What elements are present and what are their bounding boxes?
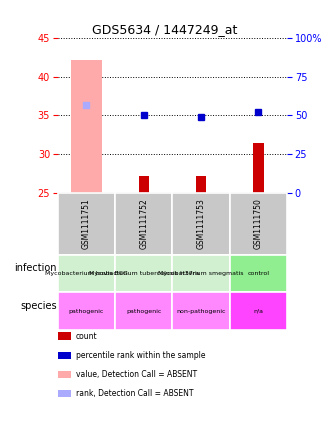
Text: infection: infection	[14, 263, 57, 273]
Bar	[139, 176, 149, 193]
Text: non-pathogenic: non-pathogenic	[176, 309, 226, 313]
Bar	[173, 193, 230, 255]
Bar	[196, 176, 206, 193]
Text: control: control	[248, 271, 269, 276]
Bar	[58, 292, 115, 330]
Text: Mycobacterium bovis BCG: Mycobacterium bovis BCG	[45, 271, 128, 276]
Text: rank, Detection Call = ABSENT: rank, Detection Call = ABSENT	[76, 389, 193, 398]
Text: Mycobacterium smegmatis: Mycobacterium smegmatis	[158, 271, 244, 276]
Text: pathogenic: pathogenic	[69, 309, 104, 313]
Text: percentile rank within the sample: percentile rank within the sample	[76, 351, 205, 360]
Bar	[71, 60, 102, 193]
Bar	[173, 255, 230, 292]
Bar	[230, 292, 287, 330]
Text: GSM1111750: GSM1111750	[254, 198, 263, 249]
Bar	[58, 255, 115, 292]
Text: count: count	[76, 332, 98, 341]
Text: Mycobacterium tuberculosis H37ra: Mycobacterium tuberculosis H37ra	[89, 271, 199, 276]
Bar	[115, 292, 173, 330]
Bar	[58, 193, 115, 255]
Text: GSM1111751: GSM1111751	[82, 198, 91, 249]
Text: species: species	[20, 300, 57, 310]
Text: GSM1111752: GSM1111752	[139, 198, 148, 249]
Bar	[115, 255, 173, 292]
Text: GSM1111753: GSM1111753	[197, 198, 206, 249]
Bar	[230, 193, 287, 255]
Bar	[115, 193, 173, 255]
Text: GDS5634 / 1447249_at: GDS5634 / 1447249_at	[92, 23, 238, 36]
Bar	[230, 255, 287, 292]
Bar	[253, 143, 264, 193]
Bar	[173, 292, 230, 330]
Text: pathogenic: pathogenic	[126, 309, 161, 313]
Text: value, Detection Call = ABSENT: value, Detection Call = ABSENT	[76, 370, 197, 379]
Text: n/a: n/a	[253, 309, 263, 313]
